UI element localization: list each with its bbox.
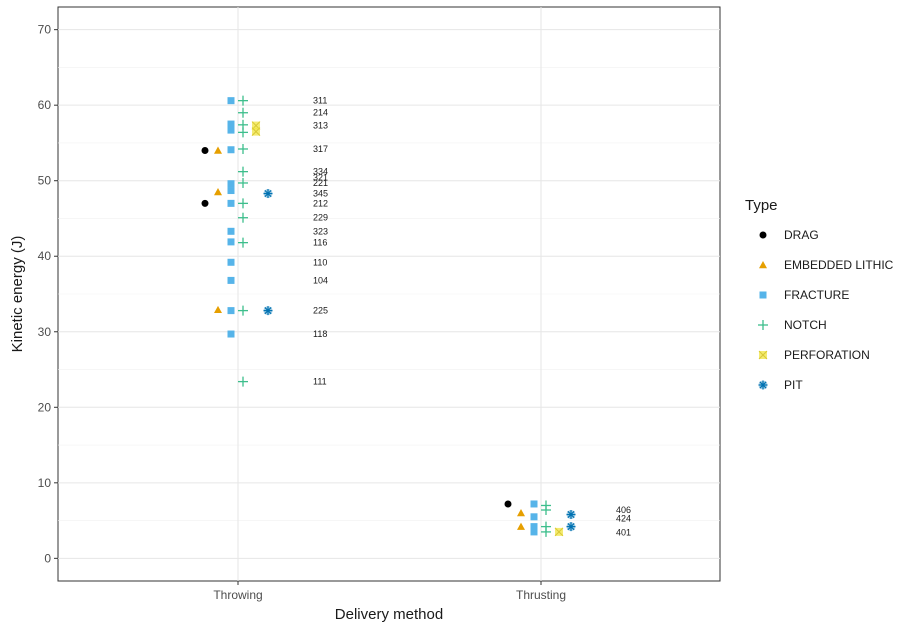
point-fracture [227,227,235,235]
point-label: 311 [313,96,327,106]
point-label: 116 [313,238,327,248]
legend-key-fracture [759,291,767,299]
point-notch [238,198,248,209]
y-tick-label: 10 [38,476,52,490]
point-fracture [227,126,235,134]
point-drag [201,147,209,154]
point-fracture [530,523,538,531]
point-label: 225 [313,306,328,316]
point-notch [238,376,248,387]
point-fracture [530,513,538,521]
point-label: 317 [313,144,328,154]
point-label: 229 [313,213,328,223]
point-notch [238,177,248,188]
y-tick-label: 50 [38,174,52,188]
y-tick-label: 20 [38,400,52,414]
point-embedded-lithic [517,522,525,530]
point-fracture [227,330,235,338]
point-label: 221 [313,178,328,188]
point-fracture [227,258,235,266]
point-label: 110 [313,257,327,267]
point-label: 424 [616,513,631,523]
point-notch [541,526,551,537]
point-pit [566,522,576,532]
point-label: 401 [616,528,631,538]
point-label: 111 [313,377,327,387]
x-axis-ticks: Throwing Thrusting [213,581,566,602]
point-drag [504,500,512,508]
point-notch [238,237,248,248]
point-label: 313 [313,121,328,131]
y-tick-label: 60 [38,98,52,112]
y-tick-label: 40 [38,249,52,263]
point-label: 118 [313,329,327,339]
legend: Type DRAG EMBEDDED LITHIC FRACTURE NOTCH PER… [745,197,894,392]
point-notch [238,143,248,154]
point-label: 334 [313,167,328,177]
legend-label-fracture: FRACTURE [784,288,849,302]
point-notch [238,305,248,316]
point-fracture [530,500,538,508]
point-notch [238,212,248,223]
point-pit [263,189,273,199]
grid-lines [58,7,720,581]
point-fracture [227,146,235,154]
point-embedded-lithic [214,146,222,154]
legend-label-perforation: PERFORATION [784,348,870,362]
point-fracture [227,307,235,315]
point-drag [201,199,209,207]
legend-label-drag: DRAG [784,228,819,242]
point-notch [238,95,248,106]
point-label: 323 [313,226,328,236]
x-tick-label: Throwing [213,588,262,602]
legend-key-notch [758,320,768,330]
y-tick-label: 70 [38,23,52,37]
point-notch [238,107,248,118]
point-notch [541,505,551,516]
point-embedded-lithic [214,188,222,196]
legend-key-embedded-lithic [759,261,767,269]
legend-label-notch: NOTCH [784,318,827,332]
point-notch [238,127,248,138]
point-fracture [227,180,235,188]
legend-label-pit: PIT [784,378,803,392]
point-label: 212 [313,198,328,208]
y-tick-label: 30 [38,325,52,339]
data-points [201,95,576,537]
point-label: 321 [313,173,328,183]
legend-title: Type [745,197,778,214]
x-tick-label: Thrusting [516,588,566,602]
point-embedded-lithic [214,305,222,314]
point-perforation [554,527,564,537]
y-axis-ticks: 0 10 20 30 40 50 60 70 [38,23,58,565]
point-perforation [251,127,261,136]
point-embedded-lithic [517,509,525,517]
point-label: 214 [313,108,328,118]
point-fracture [530,528,538,536]
point-fracture [227,199,235,207]
point-pit [263,306,273,316]
x-axis-title: Delivery method [335,606,443,623]
point-fracture [227,120,235,128]
legend-key-drag [759,231,767,239]
point-label: 104 [313,275,328,285]
point-fracture [227,97,235,105]
legend-key-perforation [758,350,768,360]
point-label: 406 [616,505,631,515]
point-notch [238,166,248,177]
point-label: 345 [313,189,328,199]
point-fracture [227,187,235,195]
legend-label-embedded-lithic: EMBEDDED LITHIC [784,258,894,272]
y-tick-label: 0 [44,551,51,565]
point-pit [566,510,576,520]
legend-key-pit [758,380,768,390]
point-fracture [227,276,235,284]
y-axis-title: Kinetic energy (J) [9,236,26,353]
point-fracture [227,238,235,246]
